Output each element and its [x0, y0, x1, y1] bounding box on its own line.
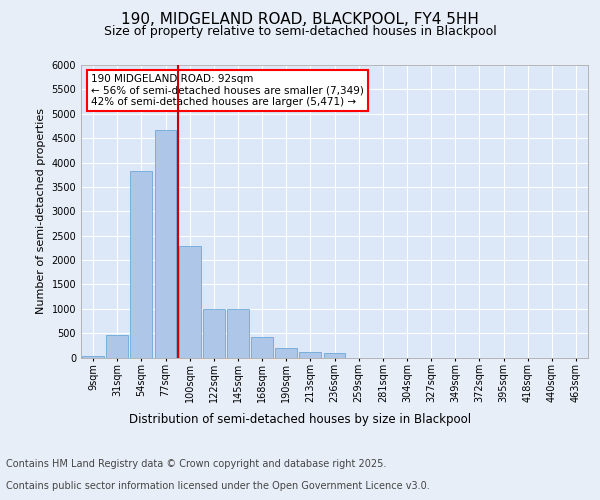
Bar — [299, 352, 321, 358]
Bar — [275, 348, 297, 358]
Bar — [130, 172, 152, 358]
Bar — [179, 246, 200, 358]
Text: Distribution of semi-detached houses by size in Blackpool: Distribution of semi-detached houses by … — [129, 412, 471, 426]
Bar — [106, 334, 128, 357]
Bar — [82, 356, 104, 358]
Text: Contains public sector information licensed under the Open Government Licence v3: Contains public sector information licen… — [6, 481, 430, 491]
Text: Size of property relative to semi-detached houses in Blackpool: Size of property relative to semi-detach… — [104, 25, 496, 38]
Bar — [227, 308, 249, 358]
Text: 190, MIDGELAND ROAD, BLACKPOOL, FY4 5HH: 190, MIDGELAND ROAD, BLACKPOOL, FY4 5HH — [121, 12, 479, 28]
Bar — [155, 130, 176, 358]
Text: Contains HM Land Registry data © Crown copyright and database right 2025.: Contains HM Land Registry data © Crown c… — [6, 459, 386, 469]
Y-axis label: Number of semi-detached properties: Number of semi-detached properties — [36, 108, 46, 314]
Bar — [203, 308, 224, 358]
Bar — [251, 337, 273, 357]
Text: 190 MIDGELAND ROAD: 92sqm
← 56% of semi-detached houses are smaller (7,349)
42% : 190 MIDGELAND ROAD: 92sqm ← 56% of semi-… — [91, 74, 364, 107]
Bar — [323, 352, 346, 358]
